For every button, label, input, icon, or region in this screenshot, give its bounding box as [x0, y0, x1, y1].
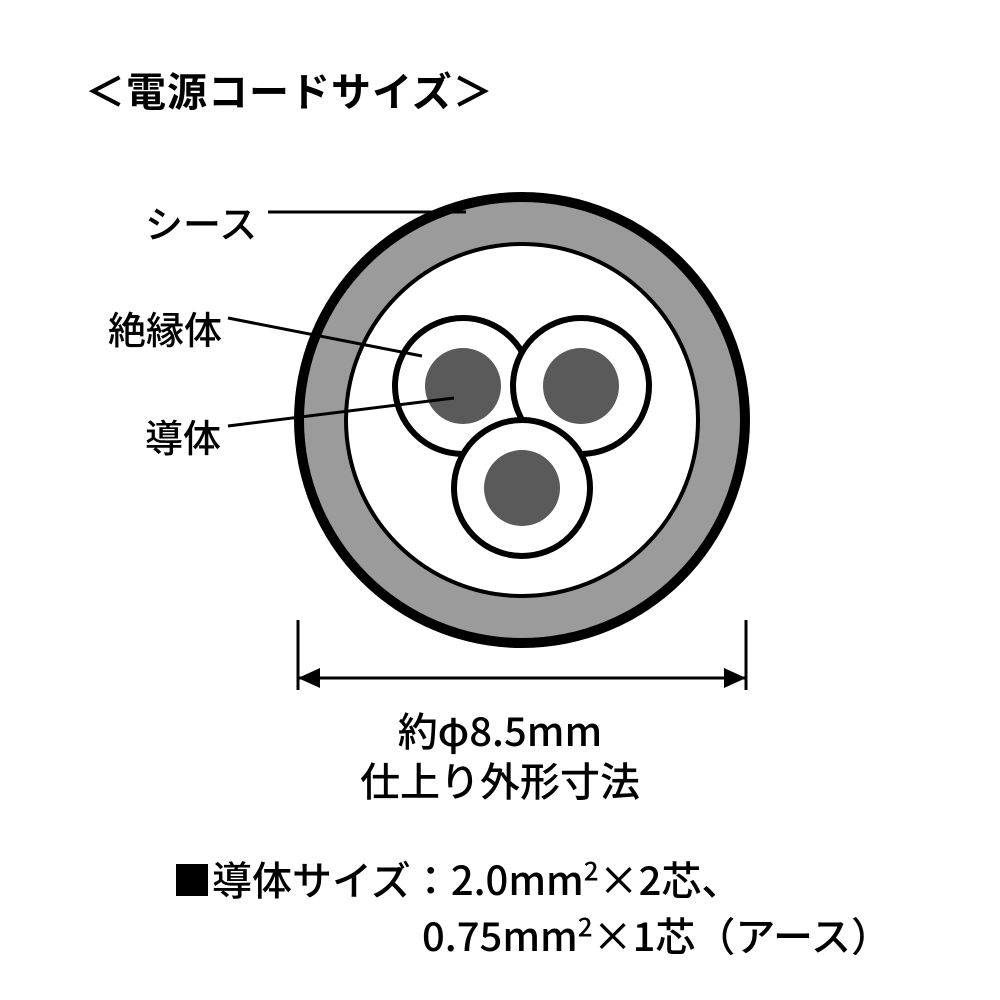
spec-line-1: ■導体サイズ：2.0mm2×2芯、 [172, 850, 891, 906]
dimension-line1: 約φ8.5mm [0, 704, 1000, 754]
dimension-text: 約φ8.5mm 仕上り外形寸法 [0, 704, 1000, 804]
dimension-line2: 仕上り外形寸法 [0, 754, 1000, 804]
conductor-spec: ■導体サイズ：2.0mm2×2芯、 0.75mm2×1芯（アース） [172, 850, 891, 962]
spec-line-2: 0.75mm2×1芯（アース） [172, 906, 891, 962]
